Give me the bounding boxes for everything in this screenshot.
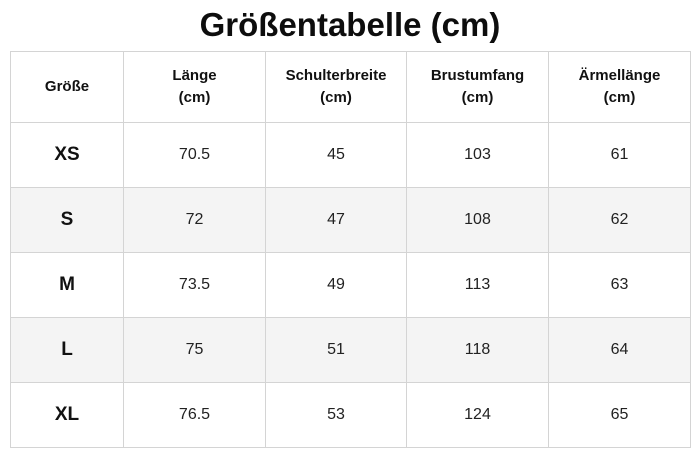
header-unit: (cm) [461, 89, 494, 106]
schulterbreite-cell: 51 [265, 317, 407, 383]
schulterbreite-cell: 47 [265, 187, 407, 253]
page-title: Größentabelle (cm) [199, 6, 501, 43]
size-cell: XS [10, 122, 124, 188]
header-unit: (cm) [178, 89, 211, 106]
brustumfang-cell: 103 [406, 122, 549, 188]
table-row-s: S 72 47 108 62 [10, 187, 691, 253]
header-label: Ärmellänge [578, 67, 661, 84]
table-row-xs: XS 70.5 45 103 61 [10, 122, 691, 188]
brustumfang-cell: 113 [406, 252, 549, 318]
header-label: Länge [172, 67, 217, 84]
header-aermellaenge: Ärmellänge (cm) [548, 51, 691, 123]
size-cell: L [10, 317, 124, 383]
aermellaenge-cell: 64 [548, 317, 691, 383]
table-row-m: M 73.5 49 113 63 [10, 252, 691, 318]
schulterbreite-cell: 49 [265, 252, 407, 318]
laenge-cell: 73.5 [123, 252, 266, 318]
brustumfang-cell: 124 [406, 382, 549, 448]
header-label: Schulterbreite [285, 67, 387, 84]
aermellaenge-cell: 63 [548, 252, 691, 318]
aermellaenge-cell: 62 [548, 187, 691, 253]
schulterbreite-cell: 45 [265, 122, 407, 188]
header-unit: (cm) [320, 89, 352, 106]
brustumfang-cell: 108 [406, 187, 549, 253]
header-brustumfang: Brustumfang (cm) [406, 51, 549, 123]
laenge-cell: 76.5 [123, 382, 266, 448]
header-unit: (cm) [603, 89, 636, 106]
brustumfang-cell: 118 [406, 317, 549, 383]
aermellaenge-cell: 61 [548, 122, 691, 188]
size-chart-table: Größe Länge (cm) Schulterbreite (cm) Bru… [10, 51, 691, 448]
table-row-xl: XL 76.5 53 124 65 [10, 382, 691, 448]
laenge-cell: 75 [123, 317, 266, 383]
table-header-row: Größe Länge (cm) Schulterbreite (cm) Bru… [10, 51, 691, 123]
header-groesse: Größe [10, 51, 124, 123]
size-cell: S [10, 187, 124, 253]
size-cell: M [10, 252, 124, 318]
table-row-l: L 75 51 118 64 [10, 317, 691, 383]
header-label: Brustumfang [430, 67, 525, 84]
aermellaenge-cell: 65 [548, 382, 691, 448]
header-laenge: Länge (cm) [123, 51, 266, 123]
laenge-cell: 70.5 [123, 122, 266, 188]
laenge-cell: 72 [123, 187, 266, 253]
schulterbreite-cell: 53 [265, 382, 407, 448]
size-cell: XL [10, 382, 124, 448]
header-label: Größe [44, 78, 90, 95]
header-schulterbreite: Schulterbreite (cm) [265, 51, 407, 123]
